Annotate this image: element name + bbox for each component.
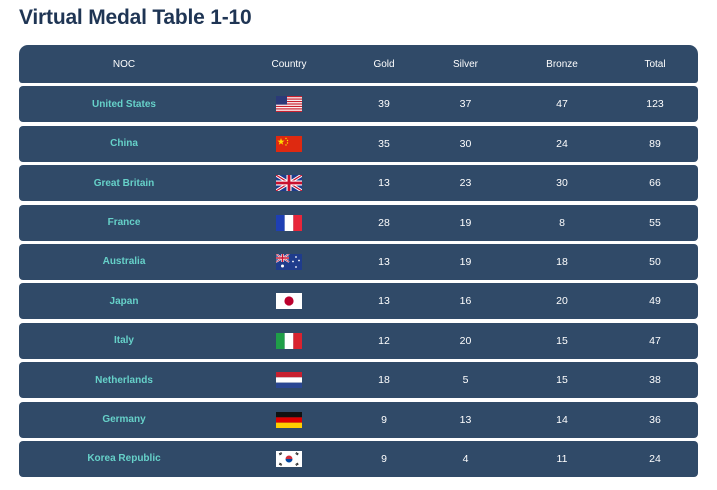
table-row: China 35 30 24 89 bbox=[19, 125, 698, 162]
noc-name: United States bbox=[92, 98, 156, 110]
silver-count: 19 bbox=[459, 216, 472, 229]
silver-count: 16 bbox=[459, 295, 472, 308]
usa-flag-icon bbox=[229, 96, 349, 113]
table-row: Great Britain 13 23 30 66 bbox=[19, 165, 698, 202]
header-silver: Silver bbox=[452, 58, 478, 70]
noc-name: Netherlands bbox=[95, 374, 153, 386]
silver-count: 5 bbox=[462, 374, 469, 387]
table-row: Korea Republic 9 4 11 24 bbox=[19, 440, 698, 477]
header-country: Country bbox=[271, 58, 307, 70]
bronze-count: 14 bbox=[556, 413, 568, 426]
noc-name: Australia bbox=[102, 256, 146, 268]
table-row: Germany 9 13 14 36 bbox=[19, 401, 698, 438]
gold-count: 13 bbox=[378, 177, 390, 190]
total-count: 50 bbox=[649, 255, 661, 268]
korea-flag-icon bbox=[229, 450, 349, 467]
table-row: Japan 13 16 20 49 bbox=[19, 283, 698, 320]
australia-flag-icon bbox=[229, 253, 349, 270]
bronze-count: 18 bbox=[556, 255, 568, 268]
header-bronze: Bronze bbox=[546, 58, 578, 70]
header-gold: Gold bbox=[373, 58, 395, 70]
gold-count: 9 bbox=[381, 452, 387, 465]
uk-flag-icon bbox=[229, 175, 349, 192]
total-count: 49 bbox=[649, 295, 661, 308]
italy-flag-icon bbox=[229, 332, 349, 349]
bronze-count: 15 bbox=[556, 374, 568, 387]
total-count: 89 bbox=[649, 137, 661, 150]
germany-flag-icon bbox=[229, 411, 349, 428]
gold-count: 35 bbox=[378, 137, 390, 150]
bronze-count: 20 bbox=[556, 295, 568, 308]
total-count: 47 bbox=[649, 334, 661, 347]
bronze-count: 30 bbox=[556, 177, 568, 190]
netherlands-flag-icon bbox=[229, 372, 349, 389]
table-row: Italy 12 20 15 47 bbox=[19, 322, 698, 359]
total-count: 66 bbox=[649, 177, 661, 190]
gold-count: 39 bbox=[378, 98, 390, 111]
noc-name: France bbox=[107, 217, 141, 229]
noc-name: Germany bbox=[102, 414, 146, 426]
china-flag-icon bbox=[229, 135, 349, 152]
gold-count: 12 bbox=[378, 334, 390, 347]
bronze-count: 24 bbox=[556, 137, 568, 150]
noc-name: Japan bbox=[109, 295, 139, 307]
gold-count: 9 bbox=[381, 413, 387, 426]
bronze-count: 8 bbox=[559, 216, 565, 229]
table-row: Australia 13 19 18 50 bbox=[19, 243, 698, 280]
total-count: 38 bbox=[649, 374, 661, 387]
gold-count: 28 bbox=[378, 216, 390, 229]
table-row: France 28 19 8 55 bbox=[19, 204, 698, 241]
bronze-count: 47 bbox=[556, 98, 568, 111]
page-title: Virtual Medal Table 1-10 bbox=[19, 6, 252, 29]
silver-count: 19 bbox=[459, 255, 472, 268]
silver-count: 13 bbox=[459, 413, 472, 426]
medal-table: NOC Country Gold Silver Bronze Total Uni… bbox=[19, 45, 698, 477]
gold-count: 18 bbox=[378, 374, 390, 387]
japan-flag-icon bbox=[229, 293, 349, 310]
header-noc: NOC bbox=[112, 58, 136, 70]
table-row: United States 39 37 47 123 bbox=[19, 86, 698, 123]
table-header: NOC Country Gold Silver Bronze Total bbox=[19, 45, 698, 83]
noc-name: Korea Republic bbox=[87, 453, 161, 465]
table-row: Netherlands 18 5 15 38 bbox=[19, 362, 698, 399]
total-count: 36 bbox=[649, 413, 661, 426]
silver-count: 4 bbox=[462, 452, 469, 465]
header-total: Total bbox=[644, 58, 666, 70]
bronze-count: 15 bbox=[556, 334, 568, 347]
bronze-count: 11 bbox=[556, 452, 568, 465]
total-count: 24 bbox=[649, 452, 661, 465]
noc-name: Great Britain bbox=[93, 177, 155, 189]
total-count: 123 bbox=[646, 98, 664, 111]
total-count: 55 bbox=[649, 216, 661, 229]
france-flag-icon bbox=[229, 214, 349, 231]
gold-count: 13 bbox=[378, 255, 390, 268]
noc-name: Italy bbox=[113, 335, 134, 347]
silver-count: 23 bbox=[459, 177, 472, 190]
silver-count: 20 bbox=[459, 334, 472, 347]
gold-count: 13 bbox=[378, 295, 390, 308]
noc-name: China bbox=[110, 138, 138, 150]
silver-count: 37 bbox=[459, 98, 472, 111]
silver-count: 30 bbox=[459, 137, 472, 150]
